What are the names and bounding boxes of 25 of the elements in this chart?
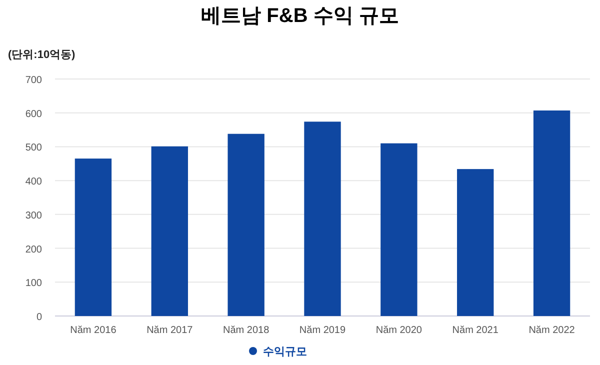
bar xyxy=(74,158,112,316)
y-tick-label: 300 xyxy=(25,210,42,222)
y-tick-label: 600 xyxy=(25,108,42,120)
x-tick-label: Năm 2020 xyxy=(376,325,422,336)
y-tick-label: 700 xyxy=(25,75,42,86)
bar xyxy=(151,146,188,316)
bar xyxy=(228,134,264,316)
x-tick-label: Năm 2017 xyxy=(146,325,194,336)
y-tick-label: 0 xyxy=(36,312,42,323)
y-tick-label: 400 xyxy=(25,176,42,188)
x-tick-label: Năm 2016 xyxy=(70,325,117,336)
legend-label: 수익규모 xyxy=(263,346,307,358)
bar xyxy=(457,169,494,316)
y-axis-title: (단위:10억동) xyxy=(8,49,76,61)
bar xyxy=(533,110,570,316)
bar xyxy=(304,122,341,316)
x-tick-label: Năm 2022 xyxy=(528,325,576,336)
y-tick-label: 100 xyxy=(25,278,42,290)
chart-title: 베트남 F&B 수익 규모 xyxy=(201,5,399,27)
x-tick-label: Năm 2019 xyxy=(299,325,346,336)
bar xyxy=(380,143,418,316)
x-tick-label: Năm 2021 xyxy=(452,325,499,336)
y-tick-label: 500 xyxy=(25,142,42,154)
x-tick-label: Năm 2018 xyxy=(223,325,270,336)
y-tick-label: 200 xyxy=(25,244,42,256)
